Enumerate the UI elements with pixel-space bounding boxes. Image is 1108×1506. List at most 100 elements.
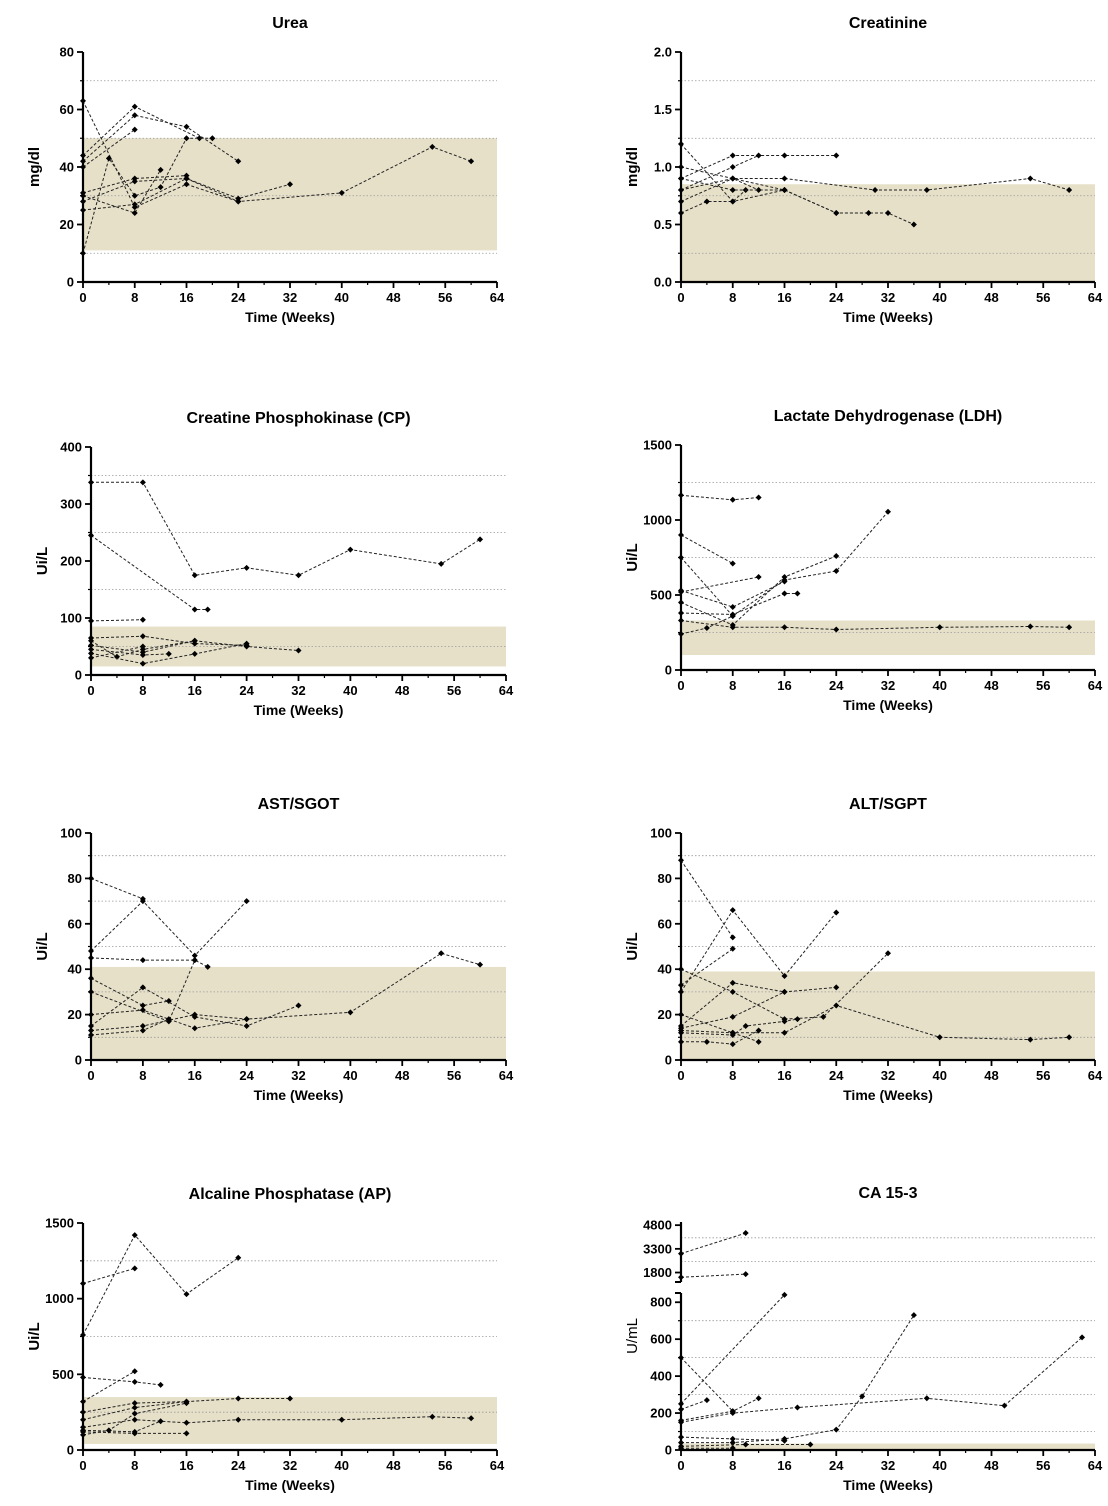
y-tick-label: 1000 bbox=[643, 513, 672, 528]
x-tick-label: 0 bbox=[87, 683, 94, 698]
data-point bbox=[678, 610, 684, 616]
data-point bbox=[131, 103, 138, 110]
data-point bbox=[235, 158, 242, 165]
data-point bbox=[80, 1374, 86, 1381]
series-line bbox=[680, 1444, 811, 1447]
data-point bbox=[235, 198, 242, 205]
data-point bbox=[781, 590, 788, 597]
data-point bbox=[729, 604, 736, 610]
data-point bbox=[936, 624, 943, 631]
data-point bbox=[729, 164, 736, 170]
data-point bbox=[157, 166, 164, 173]
x-tick-label: 40 bbox=[335, 290, 349, 305]
reference-range-band bbox=[681, 1443, 1095, 1450]
series-9 bbox=[88, 643, 146, 661]
data-point bbox=[1066, 624, 1073, 631]
series-5 bbox=[80, 135, 216, 257]
data-point bbox=[1027, 623, 1034, 630]
data-point bbox=[781, 973, 788, 980]
series-line bbox=[82, 1234, 239, 1336]
series-line bbox=[680, 155, 837, 179]
data-point bbox=[243, 1016, 250, 1023]
data-point bbox=[243, 898, 250, 905]
data-point bbox=[781, 1018, 788, 1025]
y-axis-label: Ui/L bbox=[26, 1322, 43, 1350]
data-point bbox=[794, 1404, 801, 1411]
data-point bbox=[729, 187, 736, 193]
data-point bbox=[131, 1232, 138, 1239]
data-point bbox=[833, 909, 840, 916]
y-tick-label: 400 bbox=[650, 1369, 672, 1384]
y-tick-label: 60 bbox=[60, 102, 74, 117]
data-point bbox=[755, 1395, 762, 1402]
reference-range-band bbox=[681, 620, 1095, 655]
data-point bbox=[678, 857, 684, 864]
x-tick-label: 48 bbox=[984, 1458, 998, 1473]
data-point bbox=[833, 553, 840, 559]
data-point bbox=[131, 1430, 138, 1437]
data-point bbox=[703, 1397, 710, 1404]
data-point bbox=[678, 1038, 684, 1045]
series-4 bbox=[80, 1368, 138, 1405]
data-point bbox=[88, 954, 94, 961]
data-point bbox=[678, 1400, 684, 1407]
data-point bbox=[131, 1378, 138, 1385]
x-axis-label: Time (Weeks) bbox=[254, 702, 344, 718]
data-point bbox=[729, 979, 736, 986]
x-tick-label: 0 bbox=[677, 290, 684, 305]
data-point bbox=[923, 1395, 930, 1402]
y-tick-label: 0.5 bbox=[654, 217, 672, 232]
data-point bbox=[755, 187, 762, 193]
data-point bbox=[781, 988, 788, 995]
data-point bbox=[678, 589, 684, 595]
series-7 bbox=[678, 175, 1073, 193]
data-point bbox=[678, 210, 684, 216]
data-point bbox=[678, 1029, 684, 1036]
series-3 bbox=[678, 508, 891, 619]
series-10 bbox=[80, 1400, 190, 1438]
x-tick-label: 0 bbox=[677, 678, 684, 693]
data-point bbox=[80, 97, 86, 104]
series-2 bbox=[80, 1232, 242, 1338]
data-point bbox=[678, 1445, 684, 1452]
series-2 bbox=[678, 907, 840, 995]
data-point bbox=[338, 1416, 345, 1423]
data-point bbox=[807, 1441, 814, 1448]
series-line bbox=[90, 877, 144, 900]
data-point bbox=[183, 135, 190, 142]
y-tick-label: 500 bbox=[650, 588, 672, 603]
chart-title: Creatinine bbox=[849, 15, 927, 32]
x-tick-label: 48 bbox=[984, 290, 998, 305]
x-tick-label: 56 bbox=[1036, 1458, 1050, 1473]
x-tick-label: 24 bbox=[829, 1458, 844, 1473]
data-point bbox=[80, 250, 86, 257]
series-9 bbox=[678, 613, 736, 637]
y-tick-label: 300 bbox=[60, 497, 82, 512]
y-tick-label: 100 bbox=[60, 826, 82, 841]
x-tick-label: 32 bbox=[283, 1458, 297, 1473]
x-axis-label: Time (Weeks) bbox=[843, 1087, 933, 1103]
data-point bbox=[1066, 187, 1073, 193]
data-point bbox=[235, 1254, 242, 1261]
x-tick-label: 64 bbox=[1088, 290, 1103, 305]
y-tick-label: 3300 bbox=[643, 1241, 672, 1256]
data-point bbox=[729, 1435, 736, 1442]
chart-panel-5: 0 8 16 24 32 40 48 56 64 0 20 40 60 80 100 AST/SGOT Time… bbox=[34, 796, 514, 1103]
data-point bbox=[139, 1022, 146, 1029]
data-point bbox=[755, 1038, 762, 1045]
data-point bbox=[729, 496, 736, 503]
series-8 bbox=[678, 617, 1073, 633]
series-7 bbox=[80, 166, 164, 216]
x-tick-label: 8 bbox=[139, 1068, 146, 1083]
series-line bbox=[90, 957, 208, 968]
x-tick-label: 16 bbox=[188, 1068, 202, 1083]
data-point bbox=[183, 1400, 190, 1407]
series-5 bbox=[678, 553, 840, 628]
series-line bbox=[90, 640, 195, 658]
series-2 bbox=[88, 898, 250, 959]
data-point bbox=[678, 982, 684, 989]
data-point bbox=[165, 1016, 172, 1023]
data-point bbox=[755, 152, 762, 159]
data-point bbox=[139, 957, 146, 964]
data-point bbox=[729, 624, 736, 631]
